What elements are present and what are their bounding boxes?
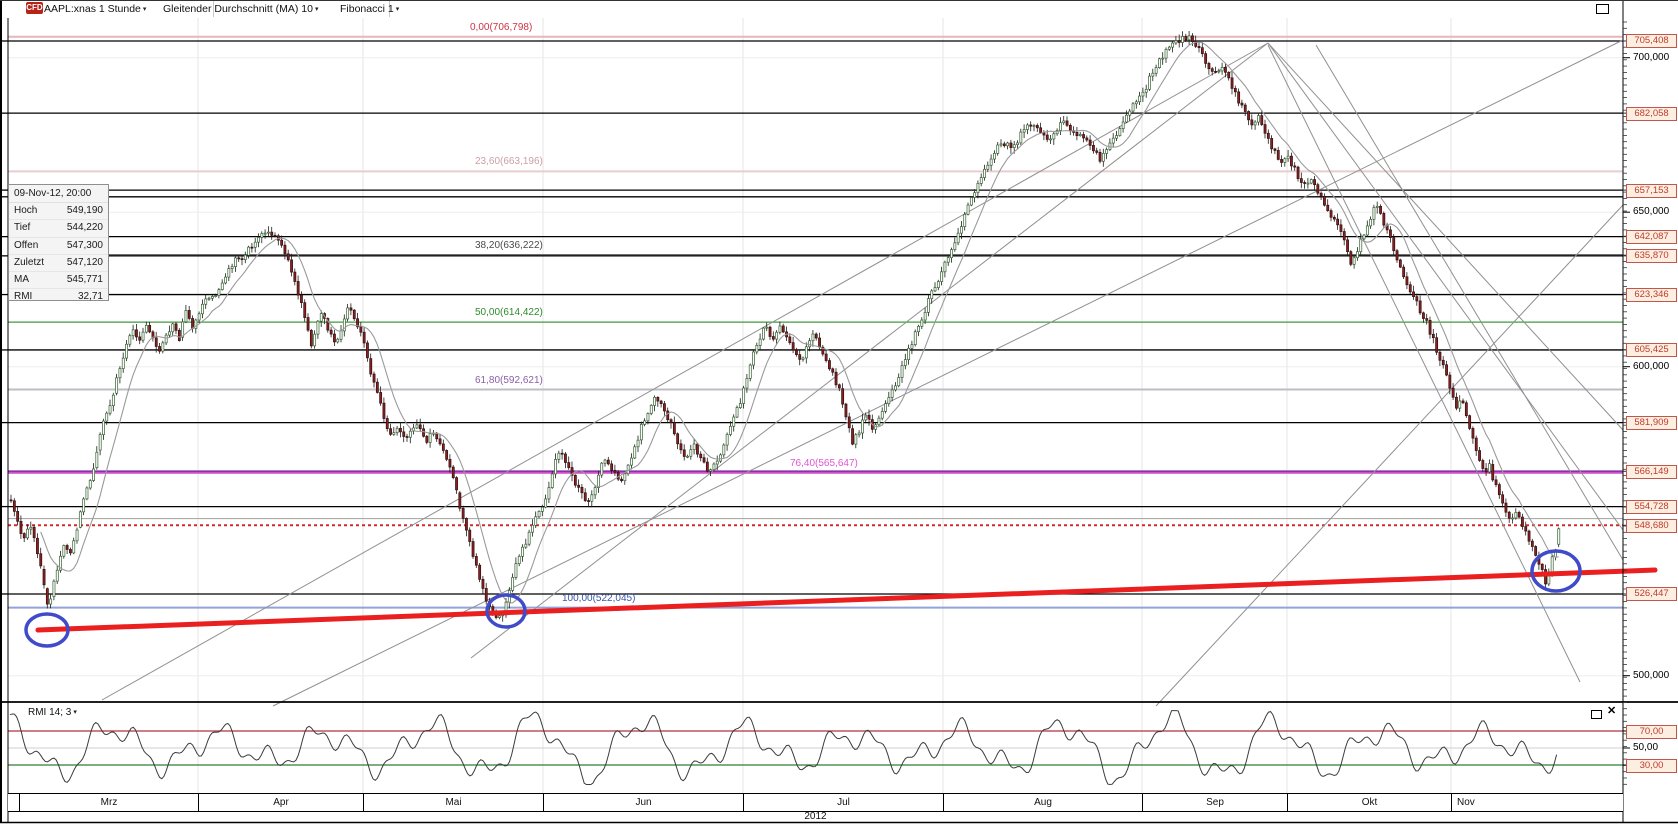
month-label-aug: Aug <box>943 794 1142 811</box>
tooltip-label: Offen <box>14 239 39 251</box>
fib-level-label: 50,00(614,422) <box>475 307 543 319</box>
tooltip-rows: Hoch 549,190 Tief 544,220 Offen 547,300 Zuletz… <box>9 203 108 306</box>
tooltip-label: MA <box>14 274 29 286</box>
price-level-badge: 623,346 <box>1626 288 1677 303</box>
tooltip-row: Offen 547,300 <box>9 238 108 255</box>
price-level-badge: 581,909 <box>1626 416 1677 431</box>
chevron-down-icon: ▾ <box>73 709 77 716</box>
quote-tooltip: 09-Nov-12, 20:00 Hoch 549,190 Tief 544,220 O… <box>8 184 109 302</box>
tooltip-row: Tief 544,220 <box>9 220 108 238</box>
price-level-badge: 705,408 <box>1626 34 1677 49</box>
tooltip-label: Zuletzt <box>14 256 45 268</box>
year-axis: 2012 <box>8 812 1623 823</box>
price-level-badge: 30,00 <box>1626 758 1677 773</box>
axis-tick-label: 700,000 <box>1633 51 1670 63</box>
month-label-mai: Mai <box>363 794 543 811</box>
tooltip-value: 547,120 <box>66 256 103 268</box>
tooltip-value: 32,71 <box>77 291 103 303</box>
tooltip-label: RMI <box>14 291 33 303</box>
toolbar-separator <box>213 1 214 17</box>
month-label-nov: Nov <box>1451 794 1553 811</box>
tooltip-row: MA 545,771 <box>9 272 108 290</box>
fib-level-label: 23,60(663,196) <box>475 156 543 168</box>
tooltip-row: Zuletzt 547,120 <box>9 255 108 273</box>
cfd-badge: CFD <box>26 2 43 14</box>
instrument-selector[interactable]: AAPL:xnas 1 Stunde ▾ <box>44 3 147 15</box>
price-level-badge: 605,425 <box>1626 343 1677 358</box>
indicator-selector[interactable]: Gleitender Durchschnitt (MA) 10 ▾ <box>163 3 319 15</box>
price-level-badge: 657,153 <box>1626 183 1677 198</box>
price-level-badge: 566,149 <box>1626 464 1677 479</box>
tooltip-datetime: 09-Nov-12, 20:00 <box>9 185 108 203</box>
chevron-down-icon: ▾ <box>314 6 319 13</box>
close-panel-icon[interactable]: ✕ <box>1607 705 1617 717</box>
fib-level-label: 100,00(522,045) <box>562 592 636 604</box>
window-top-edge <box>0 0 1678 1</box>
tooltip-value: 549,190 <box>66 205 103 216</box>
month-axis: Mrz Apr Mai Jun Jul Aug Sep Okt Nov <box>8 793 1623 812</box>
fib-level-label: 76,40(565,647) <box>790 457 858 469</box>
chevron-down-icon: ▾ <box>142 6 147 13</box>
month-label-apr: Apr <box>198 794 363 811</box>
price-level-badge: 548,680 <box>1626 518 1677 533</box>
tooltip-label: Hoch <box>14 205 38 216</box>
price-level-badge: 635,870 <box>1626 249 1677 264</box>
month-label-mrz: Mrz <box>19 794 198 811</box>
month-label-jun: Jun <box>543 794 743 811</box>
month-label-sep: Sep <box>1142 794 1287 811</box>
axis-tick-label: 50,00 <box>1633 742 1659 753</box>
tooltip-row: Hoch 549,190 <box>9 203 108 221</box>
toolbar-separator <box>389 1 390 17</box>
maximize-icon[interactable] <box>1596 4 1609 14</box>
tooltip-label: Tief <box>14 222 31 234</box>
axis-tick-label: 650,000 <box>1633 206 1670 218</box>
axis-tick-label: 600,000 <box>1633 360 1670 372</box>
fib-level-label: 38,20(636,222) <box>475 239 543 251</box>
tooltip-value: 547,300 <box>66 239 103 251</box>
price-level-badge: 526,447 <box>1626 587 1677 602</box>
fib-level-label: 0,00(706,798) <box>470 21 533 33</box>
rmi-indicator-selector[interactable]: RMI 14; 3 ▾ <box>28 707 77 718</box>
axis-tick-label: 500,000 <box>1633 669 1670 681</box>
tooltip-value: 544,220 <box>66 222 103 234</box>
tooltip-value: 545,771 <box>66 274 103 286</box>
tooltip-row: RMI 32,71 <box>9 289 108 305</box>
fib-level-label: 61,80(592,621) <box>475 374 543 386</box>
price-level-badge: 642,087 <box>1626 230 1677 245</box>
month-label-jul: Jul <box>743 794 943 811</box>
price-level-badge: 682,058 <box>1626 106 1677 121</box>
window-left-edge <box>0 0 2 823</box>
price-level-badge: 554,728 <box>1626 500 1677 515</box>
chevron-down-icon: ▾ <box>395 6 400 13</box>
price-level-badge: 70,00 <box>1626 724 1677 739</box>
drawing-tool-selector[interactable]: Fibonacci 1 ▾ <box>340 3 400 15</box>
restore-panel-icon[interactable] <box>1591 710 1602 719</box>
month-label-okt: Okt <box>1287 794 1451 811</box>
